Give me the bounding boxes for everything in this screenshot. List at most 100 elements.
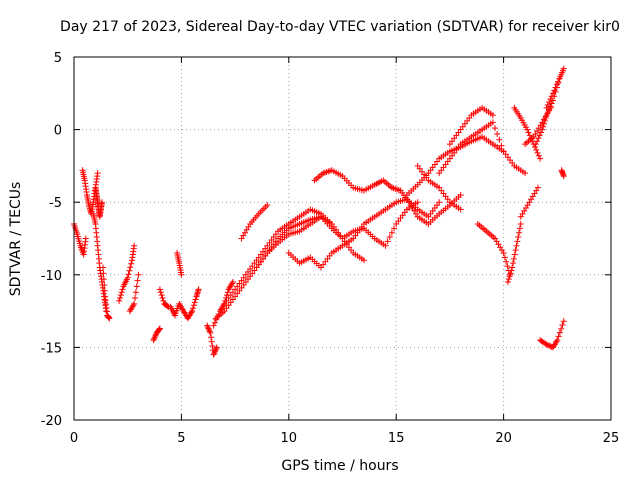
data-point-interp [535,135,542,142]
data-point-interp [388,229,395,236]
series-arc-ab [517,184,541,220]
data-point-interp [535,152,542,159]
data-point [543,112,550,119]
data-point-interp [152,332,159,339]
axis-ticks: 0 5 10 15 20 25 5 0 -5 -10 -15 -20 [41,51,620,446]
data-point-interp [541,117,548,124]
data-point [204,322,211,329]
data-point-interp [505,276,512,283]
data-point [517,220,524,227]
data-point-interp [558,325,565,332]
data-point-interp [386,234,393,241]
x-axis-label: GPS time / hours [281,458,398,474]
data-point [560,173,567,180]
data-point-interp [555,78,562,85]
data-point-interp [205,325,212,332]
data-point-interp [556,329,563,336]
data-point-interp [542,340,549,347]
data-point-interp [504,263,511,270]
data-point [150,337,157,344]
data-point-interp [156,326,163,333]
data-point [436,199,443,206]
plot-frame [73,56,612,421]
data-point-interp [528,135,535,142]
data-point-interp [540,123,547,130]
data-point-interp [542,114,549,121]
y-tick-label: 0 [54,124,62,139]
data-point [560,65,567,72]
data-point-interp [540,120,547,127]
data-point [82,235,89,242]
data-point [382,242,389,249]
series-arc-af [543,65,567,111]
y-tick-label: -15 [41,341,62,356]
data-point-interp [548,93,555,100]
data-point-interp [128,260,135,267]
data-point-interp [220,302,227,309]
data-point-interp [501,254,508,261]
data-point-interp [498,142,505,149]
y-tick-label: -20 [41,414,62,429]
data-point [135,271,142,278]
data-point-interp [510,255,517,262]
data-point-interp [164,303,171,310]
data-point [156,325,163,332]
data-point-interp [192,296,199,303]
data-point-interp [516,229,523,236]
grid-lines [74,57,611,420]
data-point [489,119,496,126]
y-tick-label: -10 [41,269,62,284]
data-point [543,104,550,111]
series-arc-r [253,199,421,271]
data-point-interp [126,267,133,274]
data-points [71,65,567,358]
data-point-interp [188,309,195,316]
data-point-interp [151,335,158,342]
data-point [543,341,550,348]
series-arc-w [414,162,464,213]
series-arc-p [221,206,335,307]
data-point-interp [211,350,218,357]
data-point-interp [512,247,519,254]
x-tick-label: 25 [603,431,620,446]
data-point-interp [506,273,513,280]
data-point [94,170,101,177]
data-point-interp [211,348,218,355]
data-point-interp [157,289,164,296]
data-point-interp [503,258,510,265]
series-arc-ag [537,318,567,351]
data-point [213,344,220,351]
data-point-interp [553,81,560,88]
data-point [554,337,561,344]
data-point [207,329,214,336]
data-point-interp [206,326,213,333]
data-point [360,257,367,264]
data-point-interp [516,225,523,232]
data-point [537,155,544,162]
data-point-interp [204,324,211,331]
series-arc-s [285,196,443,271]
chart-title: Day 217 of 2023, Sidereal Day-to-day VTE… [60,19,620,35]
data-point-interp [511,251,518,258]
data-point [106,315,113,322]
data-point [524,126,531,133]
data-point-interp [533,146,540,153]
x-tick-label: 15 [388,431,405,446]
series-arc-z [474,220,514,278]
data-point-interp [559,322,566,329]
data-point [116,297,123,304]
series-arc-g [126,271,142,315]
data-point-interp [130,302,137,309]
data-point-interp [119,286,126,293]
data-point [500,250,507,257]
series-arc-m [204,322,220,358]
data-point-interp [190,302,197,309]
series-arc-ah [558,167,567,180]
data-point-interp [526,132,533,139]
data-point-interp [159,295,166,302]
data-point-interp [534,149,541,156]
data-point-interp [100,276,107,283]
data-point-interp [514,238,521,245]
